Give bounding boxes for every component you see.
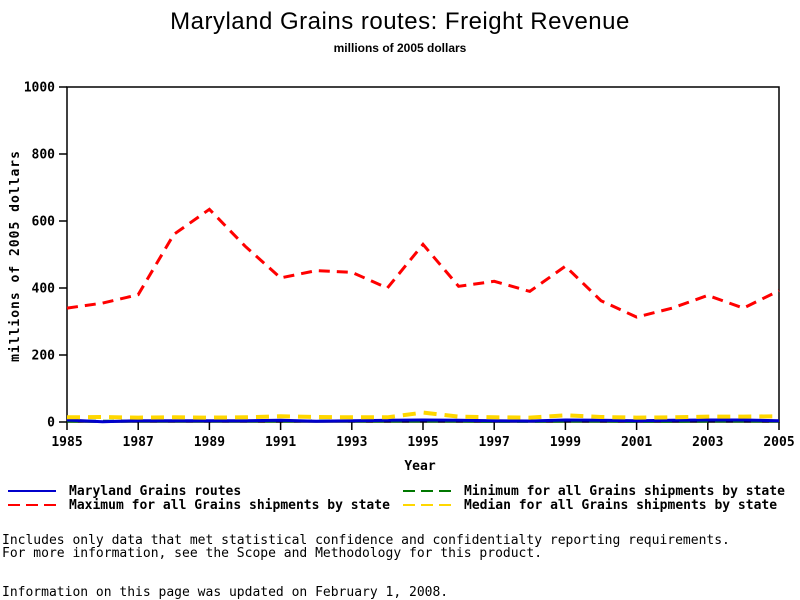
x-axis-label: Year — [404, 459, 436, 474]
y-tick-label: 1000 — [24, 81, 55, 96]
y-tick-label: 600 — [32, 215, 56, 230]
footer-line-2: For more information, see the Scope and … — [2, 546, 543, 561]
footer-line-1: Includes only data that met statistical … — [2, 533, 730, 548]
x-tick-label: 1987 — [123, 435, 154, 450]
legend-label: Minimum for all Grains shipments by stat… — [464, 483, 785, 499]
x-tick-label: 2003 — [692, 435, 723, 450]
x-tick-label: 1993 — [336, 435, 367, 450]
y-tick-label: 200 — [32, 349, 56, 364]
legend-label: Maximum for all Grains shipments by stat… — [69, 497, 390, 513]
x-tick-label: 1991 — [265, 435, 296, 450]
legend-line-swatch — [403, 490, 451, 492]
legend-item: Minimum for all Grains shipments by stat… — [403, 483, 798, 499]
legend-item: Maximum for all Grains shipments by stat… — [8, 497, 403, 513]
x-tick-label: 1985 — [51, 435, 82, 450]
legend-label: Median for all Grains shipments by state — [464, 497, 778, 513]
footer-note: Includes only data that met statistical … — [2, 534, 798, 560]
legend-line-swatch — [8, 504, 56, 506]
x-tick-label: 1989 — [194, 435, 225, 450]
series-line — [66, 418, 780, 424]
y-tick-label: 800 — [32, 148, 56, 163]
legend-item: Maryland Grains routes — [8, 483, 403, 499]
legend-label: Maryland Grains routes — [69, 483, 242, 499]
x-tick-label: 2001 — [621, 435, 652, 450]
y-tick-label: 0 — [47, 416, 55, 431]
x-tick-label: 1999 — [550, 435, 581, 450]
legend: Maryland Grains routes Maximum for all Gr… — [8, 483, 798, 513]
series-line — [66, 207, 780, 319]
x-tick-label: 1995 — [407, 435, 438, 450]
x-tick-label: 2005 — [763, 435, 794, 450]
chart-subtitle: millions of 2005 dollars — [333, 41, 467, 55]
y-tick-label: 400 — [32, 282, 56, 297]
legend-line-swatch — [403, 504, 451, 506]
series-line — [66, 410, 780, 420]
updated-date-note: Information on this page was updated on … — [2, 585, 449, 600]
legend-item: Median for all Grains shipments by state — [403, 497, 798, 513]
x-tick-label: 1997 — [479, 435, 510, 450]
plot-frame — [66, 86, 780, 423]
legend-line-swatch — [8, 490, 56, 492]
chart-title: Maryland Grains routes: Freight Revenue — [170, 8, 630, 35]
